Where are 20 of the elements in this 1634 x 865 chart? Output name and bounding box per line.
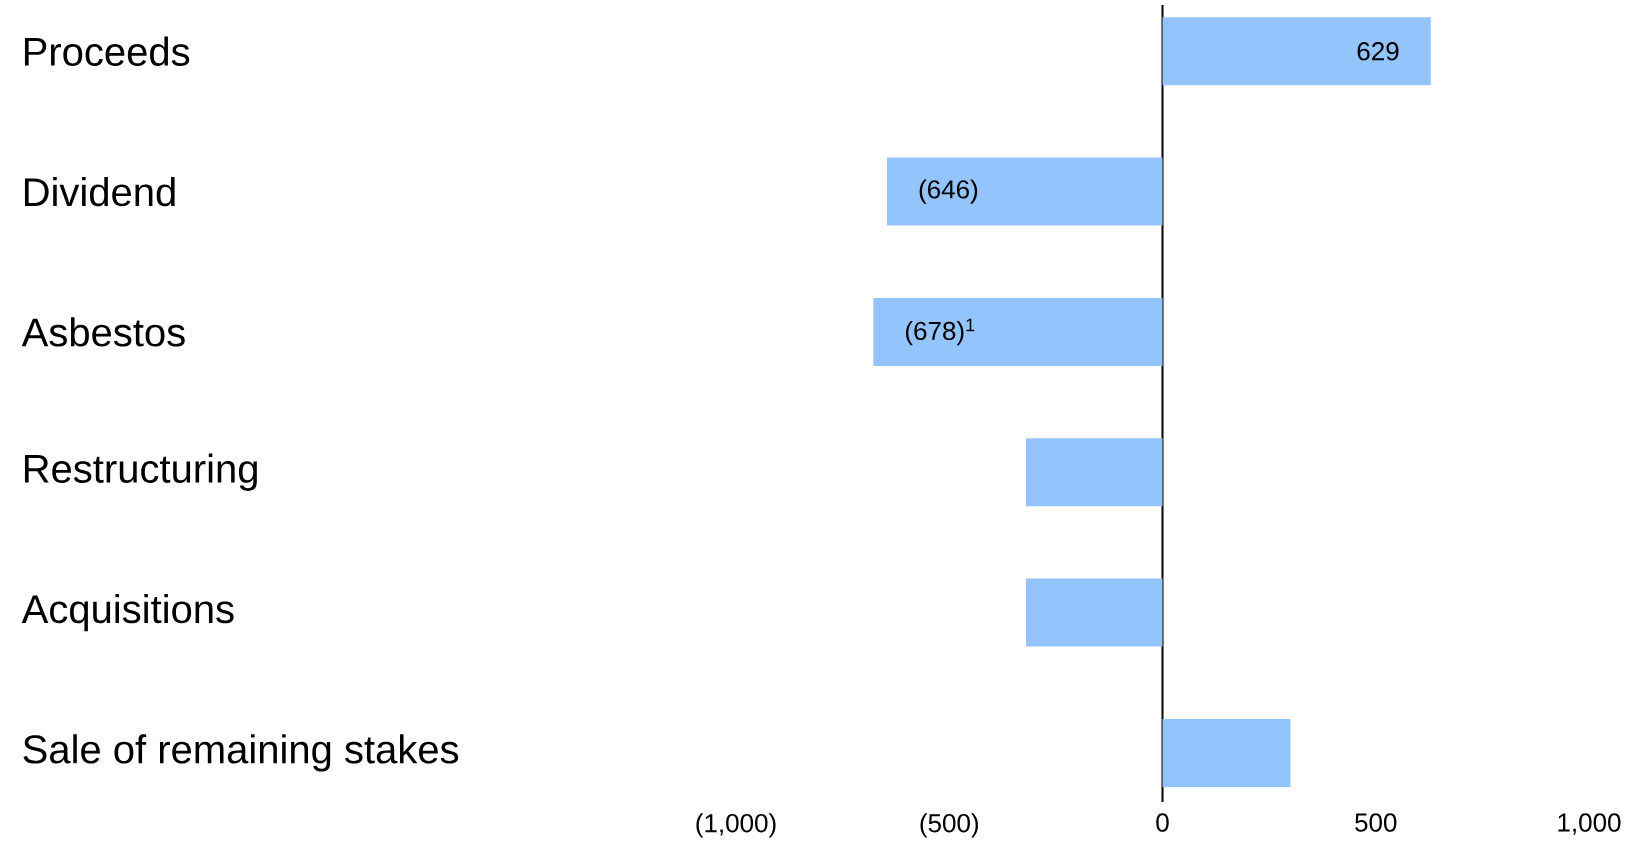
bar: [1026, 438, 1163, 507]
y-tick-label: Dividend: [24, 176, 175, 207]
x-tick-label: (1,000): [696, 813, 776, 838]
bar: [886, 157, 1163, 226]
bar: [1162, 718, 1291, 787]
y-tick-label: Proceeds: [24, 36, 190, 66]
x-tick-label: 0: [1156, 813, 1169, 832]
x-tick-label: 500: [1355, 813, 1397, 832]
y-tick-label: Restructuring: [24, 453, 257, 491]
y-tick-label: Asbestos: [21, 317, 185, 347]
bar: [1026, 578, 1163, 647]
y-tick-label: Acquisitions: [21, 593, 234, 632]
data-label: (678)$^{1}$: [906, 318, 975, 346]
data-label: 629: [1357, 42, 1399, 61]
x-tick-label: (500): [920, 813, 978, 838]
x-tick-label: 1,000: [1558, 813, 1621, 835]
data-label: (646): [919, 179, 978, 204]
y-tick-label: Sale of remaining stakes: [23, 734, 459, 772]
bar: [873, 297, 1163, 366]
bar: [1162, 17, 1431, 86]
